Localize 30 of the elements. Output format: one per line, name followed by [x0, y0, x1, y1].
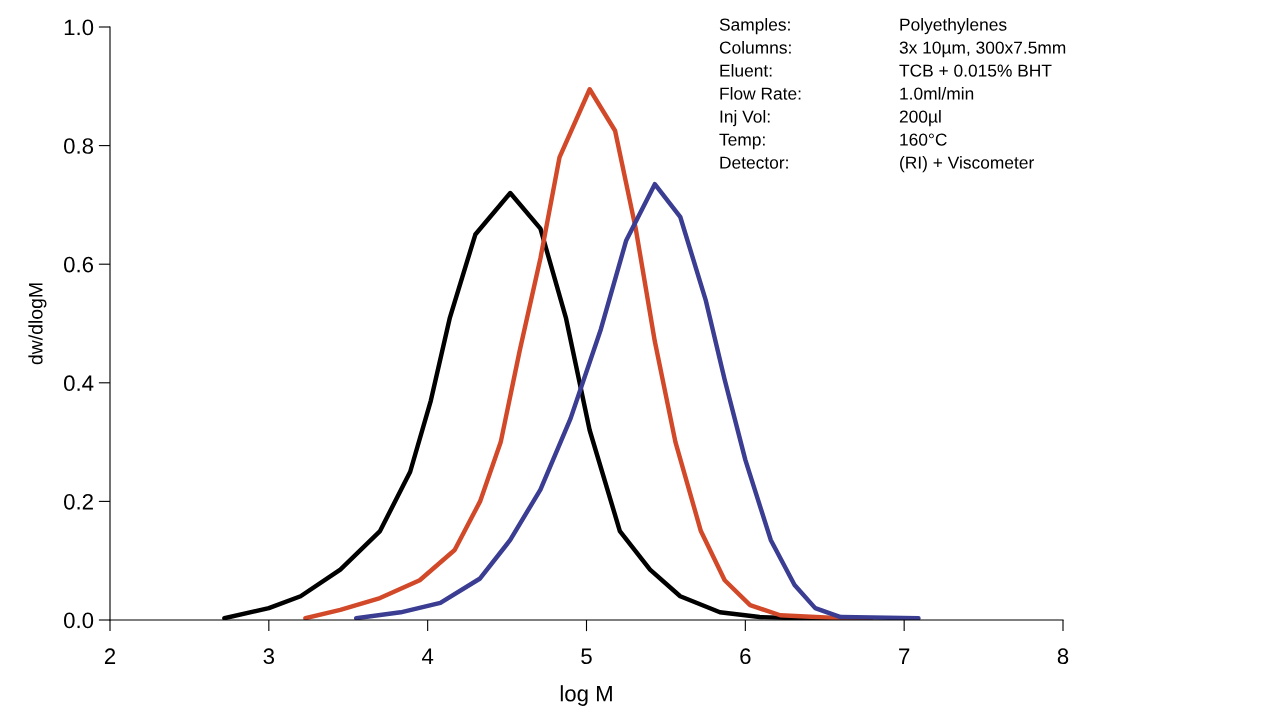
annotation: Temp:: [719, 133, 765, 150]
line-series: [353, 181, 921, 620]
y-tick-label: 0.8: [64, 138, 94, 154]
annotation: 200µl: [899, 110, 941, 127]
annotation: Eluent:: [720, 64, 772, 77]
annotation: 160°C: [900, 133, 947, 146]
annotation: Detector:: [720, 156, 788, 169]
annotation: Flow Rate:: [720, 87, 801, 100]
x-tick-label: 8: [1057, 648, 1069, 665]
x-tick-label: 4: [422, 648, 434, 664]
y-tick-label: 0.6: [64, 256, 94, 273]
y-tick-label: 1.0: [64, 19, 94, 36]
x-tick-label: 5: [581, 648, 592, 665]
y-tick-label: 0.0: [64, 612, 94, 629]
y-tick-label: 0.4: [64, 375, 94, 392]
annotation: Polyethylenes: [900, 18, 1007, 35]
x-tick-label: 3: [263, 648, 275, 665]
x-tick-label: 6: [740, 648, 751, 665]
annotation: (RI) + Viscometer: [900, 156, 1034, 173]
x-tick-label: 7: [899, 648, 910, 664]
x-tick-label: 2: [104, 648, 116, 664]
annotation: Samples:: [719, 18, 790, 35]
annotation: TCB + 0.015% BHT: [899, 64, 1052, 77]
annotation: 1.0ml/min: [900, 87, 974, 100]
y-axis-title: dw/dlogM: [28, 283, 47, 365]
annotation: Inj Vol:: [720, 110, 770, 127]
annotation: Columns:: [719, 41, 791, 54]
y-tick-label: 0.2: [64, 493, 93, 510]
x-axis-title: log M: [560, 685, 612, 706]
annotation: 3x 10µm, 300x7.5mm: [899, 41, 1066, 58]
